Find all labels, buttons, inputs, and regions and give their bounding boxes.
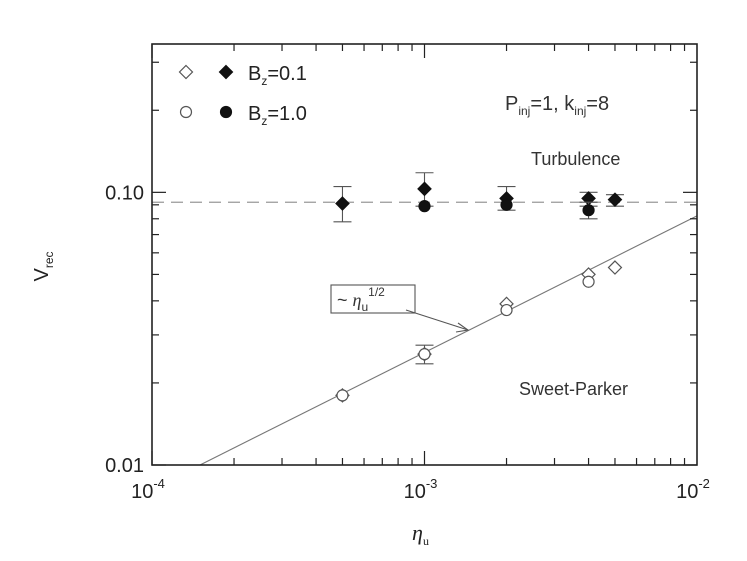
legend-label: Bz=0.1 — [248, 63, 307, 88]
data-layer — [333, 172, 624, 403]
y-tick-label: 0.01 — [105, 455, 144, 477]
x-axis-title-sub: u — [423, 534, 429, 548]
x-tick-base: 10 — [404, 481, 426, 503]
x-tick-label: 10-2 — [676, 476, 710, 503]
data-point — [418, 200, 431, 213]
scaling-symbol: η — [353, 290, 362, 310]
x-tick-label: 10-3 — [404, 476, 438, 503]
series-open-circle — [336, 275, 595, 402]
data-point — [500, 303, 513, 317]
legend-marker-filled — [218, 64, 234, 80]
x-tick-base: 10 — [131, 481, 153, 503]
sweet-parker-line — [199, 215, 698, 466]
sweet-parker-label: Sweet-Parker — [519, 379, 628, 399]
x-tick-label: 10-4 — [131, 476, 165, 503]
legend-label-sub: z — [261, 74, 267, 88]
scaling-sup: 1/2 — [368, 285, 385, 299]
x-axis-title: ηu — [412, 520, 429, 548]
legend-label-prefix: B — [248, 63, 261, 85]
y-axis-title-sub: rec — [42, 251, 56, 268]
data-point — [335, 196, 350, 211]
data-point — [607, 260, 623, 275]
legend-marker-open — [179, 105, 193, 119]
data-point — [607, 192, 623, 208]
y-axis-title: Vrec — [31, 251, 56, 281]
series-filled-circle — [418, 198, 598, 220]
scaling-sub: u — [361, 300, 368, 314]
param-k-value: =8 — [586, 93, 609, 115]
param-p-sub: inj — [518, 104, 530, 118]
tick-layer — [151, 44, 697, 466]
param-k-sub: inj — [574, 104, 586, 118]
scaling-annotation-text: ~ ηu1/2 — [337, 285, 385, 314]
series-filled-diamond — [333, 172, 624, 223]
param-p-value: =1, — [530, 93, 564, 115]
legend-label-sub: z — [261, 114, 267, 128]
x-tick-base: 10 — [676, 481, 698, 503]
x-tick-exponent: -3 — [426, 476, 438, 491]
legend-marker-filled — [219, 105, 233, 119]
x-tick-exponent: -4 — [153, 476, 165, 491]
scaling-arrow-head — [455, 322, 470, 333]
data-point — [500, 198, 513, 211]
y-tick-label: 0.10 — [105, 182, 144, 204]
y-axis-title-main: V — [31, 268, 53, 282]
parameters-label: Pinj=1, kinj=8 — [505, 93, 609, 118]
param-k: k — [564, 93, 575, 115]
data-point — [417, 181, 432, 197]
x-tick-exponent: -2 — [698, 476, 710, 491]
plot-frame — [151, 43, 698, 466]
legend: Bz=0.1Bz=1.0 — [178, 63, 307, 128]
param-p: P — [505, 93, 518, 115]
legend-label-suffix: =0.1 — [267, 63, 306, 85]
y-axis-title-group: Vrec — [31, 251, 56, 281]
scaling-annotation: ~ ηu1/2 — [330, 284, 470, 333]
scaling-arrow-line — [405, 309, 469, 331]
legend-label-prefix: B — [248, 103, 261, 125]
data-point — [582, 275, 595, 288]
legend-label: Bz=1.0 — [248, 103, 307, 128]
data-point — [418, 348, 431, 361]
legend-marker-open — [178, 64, 194, 80]
scaling-annotation-box — [330, 284, 416, 314]
x-axis-title-main: η — [412, 520, 423, 545]
turbulence-label: Turbulence — [531, 149, 620, 169]
reference-lines — [152, 201, 698, 466]
data-point — [582, 204, 595, 217]
scaling-prefix: ~ — [337, 290, 353, 310]
legend-label-suffix: =1.0 — [267, 103, 306, 125]
data-point — [336, 389, 349, 402]
